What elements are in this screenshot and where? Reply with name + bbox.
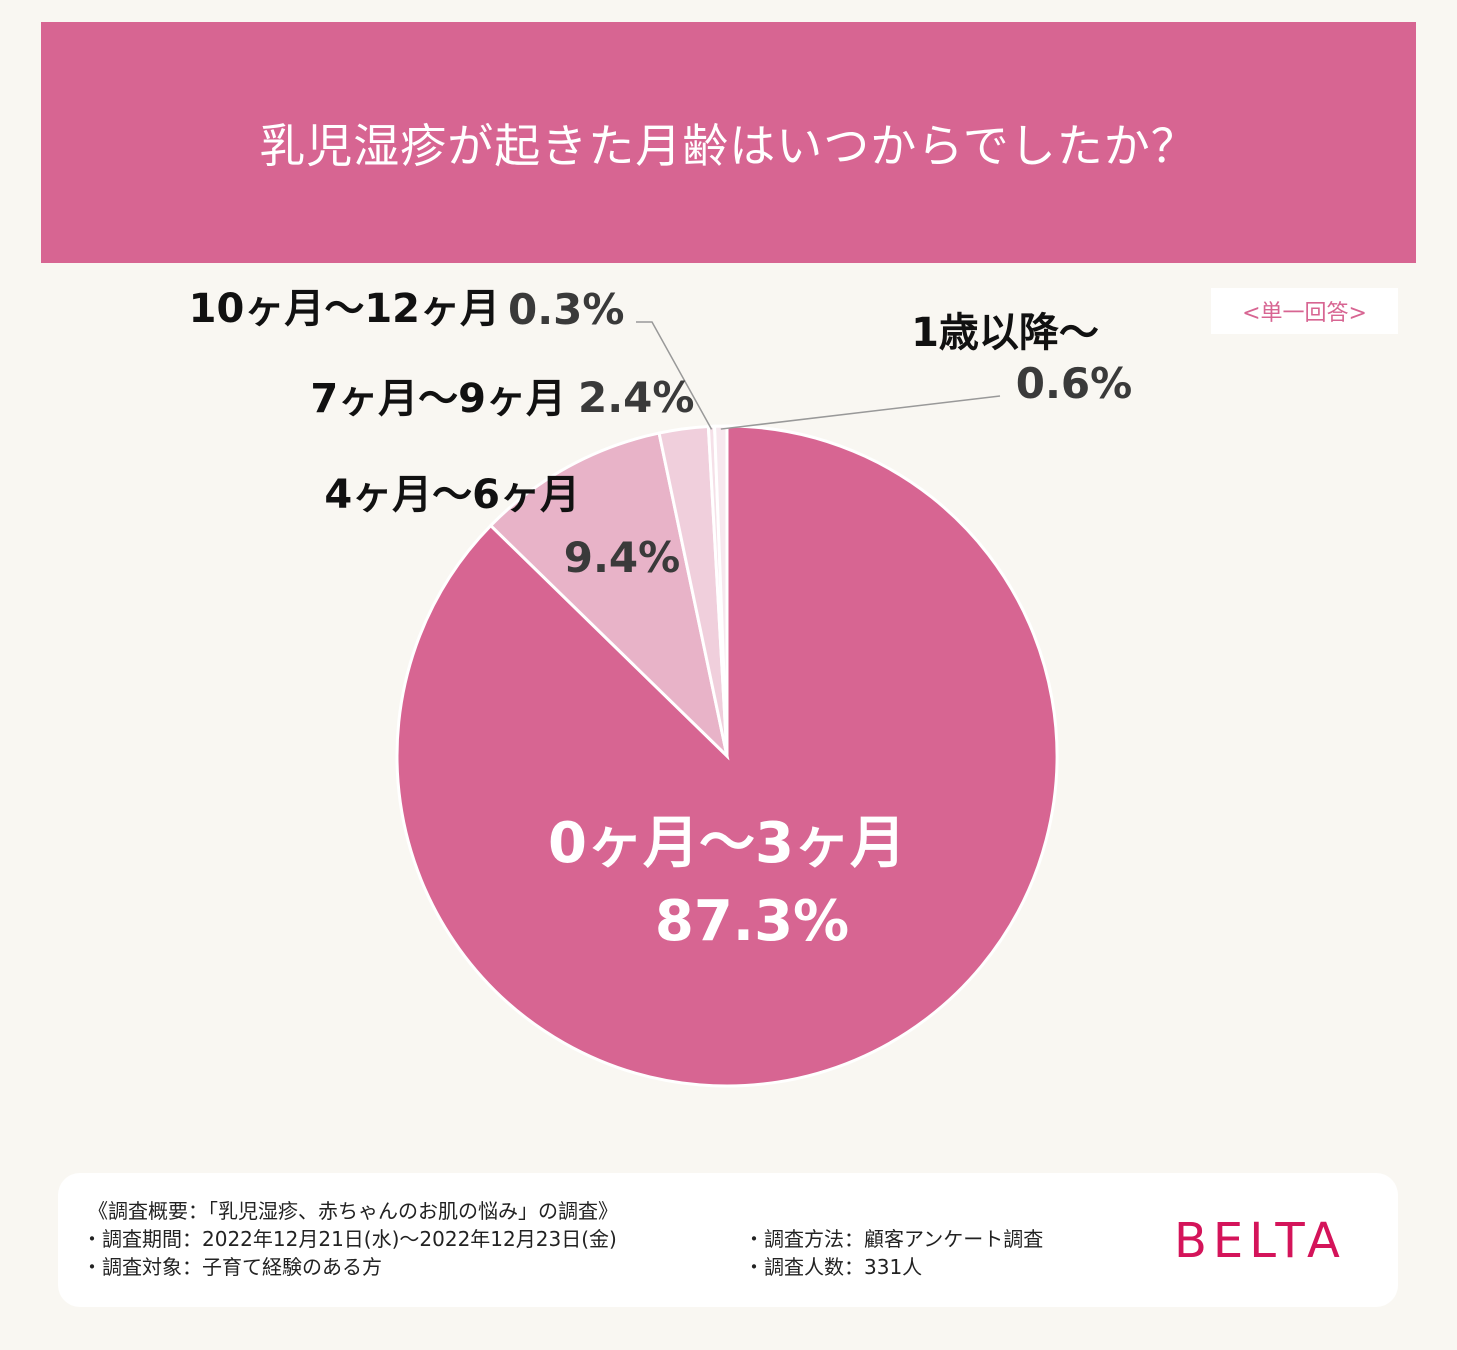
survey-method: ・調査方法：顧客アンケート調査	[744, 1227, 1044, 1251]
slice-value-2: 2.4%	[578, 373, 694, 422]
slice-label-1: 4ヶ月〜6ヶ月	[324, 472, 580, 518]
belta-logo: BELTA	[1174, 1213, 1346, 1269]
leader-line-3	[636, 321, 713, 430]
slice-label-0: 0ヶ月〜3ヶ月	[548, 811, 906, 876]
slice-label-2: 7ヶ月〜9ヶ月	[310, 376, 566, 422]
survey-period: ・調査期間：2022年12月21日(水)〜2022年12月23日(金)	[82, 1227, 617, 1251]
slice-value-3: 0.3%	[508, 285, 624, 334]
chart-title: 乳児湿疹が起きた月齢はいつからでしたか？	[259, 118, 1198, 173]
slice-value-0: 87.3%	[655, 889, 849, 954]
chart-title-banner: 乳児湿疹が起きた月齢はいつからでしたか？	[41, 22, 1416, 263]
survey-summary-box: 《調査概要：「乳児湿疹、赤ちゃんのお肌の悩み」の調査》 ・調査期間：2022年1…	[58, 1173, 1398, 1307]
slice-label-3: 10ヶ月〜12ヶ月	[189, 286, 500, 332]
answer-type-badge: <単一回答>	[1211, 288, 1398, 334]
slice-value-1: 9.4%	[564, 533, 680, 582]
slice-label-4: 1歳以降〜	[911, 310, 1099, 356]
survey-count: ・調査人数：331人	[744, 1255, 923, 1279]
survey-summary-title: 《調査概要：「乳児湿疹、赤ちゃんのお肌の悩み」の調査》	[88, 1199, 618, 1223]
slice-4	[713, 424, 729, 757]
survey-target: ・調査対象：子育て経験のある方	[82, 1255, 382, 1279]
slice-value-4: 0.6%	[1016, 359, 1132, 408]
leader-line-4	[720, 395, 1001, 430]
slice-1	[488, 431, 730, 761]
